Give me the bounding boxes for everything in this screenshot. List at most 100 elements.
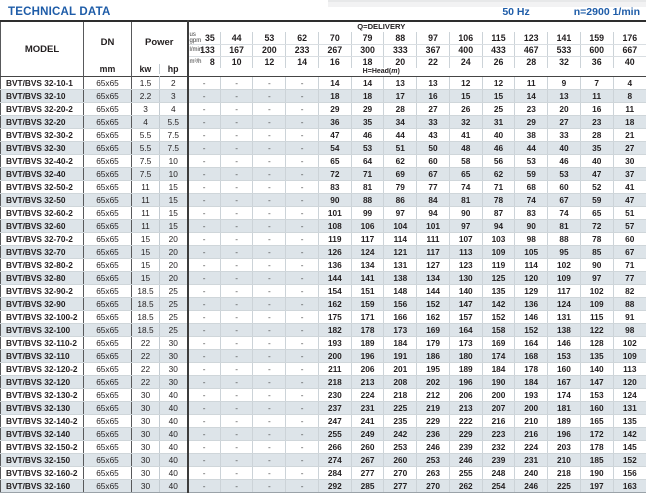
- head-value-cell: -: [220, 440, 254, 454]
- head-value-cell: -: [220, 154, 254, 168]
- head-value-cell: 195: [416, 362, 450, 376]
- table-row: BVT/BVS 32-110 65x65 22 30- - - -200 196 191 186 1…: [0, 349, 646, 363]
- page-header: TECHNICAL DATA 50 Hz n=2900 1/min: [8, 6, 640, 18]
- head-value-cell: 109: [580, 297, 614, 311]
- head-value-cell: -: [220, 453, 254, 467]
- model-cell: BVT/BVS 32-100: [0, 323, 84, 337]
- head-value-cell: 74: [514, 193, 549, 207]
- head-value-cell: -: [252, 427, 287, 441]
- head-value-cell: 164: [449, 323, 483, 337]
- head-value-cell: 14: [514, 89, 549, 103]
- head-value-cell: 135: [613, 414, 646, 428]
- head-value-cell: 88: [547, 232, 581, 246]
- model-cell: BVT/BVS 32-40-2: [0, 154, 84, 168]
- model-cell: BVT/BVS 32-100-2: [0, 310, 84, 324]
- delivery-value: 167: [220, 44, 254, 57]
- head-value-cell: 274: [318, 453, 352, 467]
- head-value-cell: 120: [514, 271, 549, 285]
- head-value-cell: 138: [547, 323, 581, 337]
- head-value-cell: 109: [482, 245, 516, 259]
- dn-cell: 65x65: [83, 193, 132, 207]
- column-header-model: MODEL: [0, 21, 84, 77]
- head-value-cell: -: [187, 180, 221, 194]
- hp-cell: 30: [159, 375, 189, 389]
- head-value-cell: 206: [449, 388, 483, 402]
- table-row: BVT/BVS 32-40 65x65 7.5 10- - - -72 71 69 67 65 62 5…: [0, 167, 646, 181]
- head-value-cell: -: [220, 271, 254, 285]
- model-cell: BVT/BVS 32-120-2: [0, 362, 84, 376]
- head-value-cell: 47: [580, 167, 614, 181]
- head-value-cell: 106: [351, 219, 385, 233]
- hp-cell: 3: [159, 89, 189, 103]
- spec-labels: 50 Hz n=2900 1/min: [502, 6, 640, 18]
- head-value-cell: 72: [318, 167, 352, 181]
- head-value-cell: -: [285, 128, 319, 142]
- head-value-cell: 153: [547, 349, 581, 363]
- model-cell: BVT/BVS 32-10-1: [0, 76, 84, 90]
- head-value-cell: 218: [383, 388, 418, 402]
- kw-cell: 30: [131, 414, 160, 428]
- model-cell: BVT/BVS 32-50: [0, 193, 84, 207]
- head-value-cell: 213: [449, 401, 483, 415]
- head-value-cell: 224: [514, 440, 549, 454]
- head-value-cell: -: [252, 193, 287, 207]
- head-value-cell: 218: [547, 466, 581, 480]
- delivery-value: 12: [252, 56, 287, 68]
- head-value-cell: 142: [613, 427, 646, 441]
- head-value-cell: -: [187, 219, 221, 233]
- model-cell: BVT/BVS 32-90: [0, 297, 84, 311]
- head-value-cell: 102: [580, 284, 614, 298]
- head-value-cell: 185: [580, 453, 614, 467]
- head-value-cell: 212: [416, 388, 450, 402]
- head-value-cell: 44: [514, 141, 549, 155]
- model-cell: BVT/BVS 32-60-2: [0, 206, 84, 220]
- head-value-cell: 151: [351, 284, 385, 298]
- head-value-cell: 15: [482, 89, 516, 103]
- head-value-cell: -: [285, 76, 319, 90]
- head-value-cell: -: [187, 297, 221, 311]
- head-value-cell: 28: [383, 102, 418, 116]
- head-value-cell: -: [252, 167, 287, 181]
- gpm-values-row: us gpm 35 44 53 62 70 79 88 97 106 115 123 141 159 176: [1, 32, 646, 45]
- head-value-cell: 59: [580, 193, 614, 207]
- head-value-cell: -: [252, 154, 287, 168]
- head-value-cell: 237: [318, 401, 352, 415]
- head-value-cell: 231: [514, 453, 549, 467]
- head-value-cell: -: [187, 102, 221, 116]
- kw-cell: 2.2: [131, 89, 160, 103]
- dn-cell: 65x65: [83, 375, 132, 389]
- table-row: BVT/BVS 32-140-2 65x65 30 40- - - -247 241 235 22…: [0, 414, 646, 428]
- head-value-cell: -: [187, 258, 221, 272]
- head-value-cell: 124: [547, 297, 581, 311]
- dn-cell: 65x65: [83, 154, 132, 168]
- delivery-value: 333: [383, 44, 418, 57]
- head-value-cell: 12: [449, 76, 483, 90]
- hp-cell: 15: [159, 219, 189, 233]
- head-value-cell: 71: [482, 180, 516, 194]
- dn-cell: 65x65: [83, 141, 132, 155]
- hp-cell: 7.5: [159, 141, 189, 155]
- kw-cell: 30: [131, 388, 160, 402]
- head-value-cell: 210: [514, 414, 549, 428]
- head-value-cell: 201: [383, 362, 418, 376]
- model-cell: BVT/BVS 32-30-2: [0, 128, 84, 142]
- head-value-cell: 102: [547, 258, 581, 272]
- head-value-cell: 58: [449, 154, 483, 168]
- head-value-cell: 11: [580, 89, 614, 103]
- head-value-cell: 71: [351, 167, 385, 181]
- kw-cell: 15: [131, 232, 160, 246]
- head-value-cell: 179: [416, 336, 450, 350]
- hp-cell: 10: [159, 154, 189, 168]
- hp-cell: 30: [159, 362, 189, 376]
- head-value-cell: -: [285, 427, 319, 441]
- delivery-value: 233: [285, 44, 319, 57]
- head-value-cell: -: [220, 258, 254, 272]
- head-value-cell: 16: [416, 89, 450, 103]
- hp-cell: 5.5: [159, 115, 189, 129]
- head-value-cell: -: [285, 414, 319, 428]
- head-value-cell: 40: [580, 154, 614, 168]
- table-row: BVT/BVS 32-30-2 65x65 5.5 7.5- - - -47 46 44 43 41…: [0, 128, 646, 142]
- head-value-cell: -: [187, 349, 221, 363]
- head-value-cell: 246: [514, 479, 549, 493]
- head-value-cell: -: [285, 479, 319, 493]
